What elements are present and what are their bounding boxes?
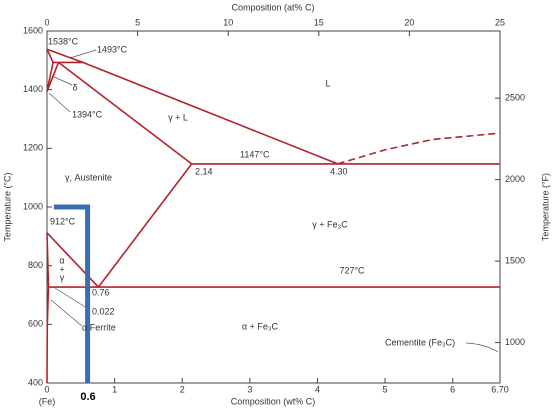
annotation: Cementite (Fe₃C) [385, 337, 455, 347]
leader [465, 342, 499, 353]
y2-tick-label: 1500 [505, 255, 525, 265]
annotation: α Ferrite [82, 322, 116, 332]
phase-line [337, 132, 501, 165]
phase-line [97, 163, 193, 288]
annotation: γ + Fe₃C [312, 219, 348, 229]
annotation: γ [60, 272, 65, 282]
phase-line [46, 48, 338, 165]
leaders [48, 49, 499, 353]
x-axis-title: Composition (wt% C) [231, 396, 316, 406]
x2-tick-label: 15 [314, 17, 324, 27]
phase-line [53, 204, 91, 383]
x2-axis-title: Composition (at% C) [231, 2, 314, 12]
x-tick-label: 6.70 [491, 384, 509, 394]
leader [48, 92, 71, 113]
annotation: α + Fe₃C [242, 321, 279, 331]
annotation: L [325, 78, 330, 88]
leader [54, 287, 91, 311]
annotation: δ [72, 82, 77, 92]
leader [50, 299, 83, 327]
annotation: 0.76 [92, 287, 110, 297]
x-tick-label: 2 [180, 384, 185, 394]
annotation: γ, Austenite [65, 172, 112, 182]
annotation: γ + L [168, 112, 188, 122]
annotation: 912°C [50, 216, 76, 226]
annotation: 0.022 [92, 306, 115, 316]
y-tick-label: 800 [28, 260, 43, 270]
annotation: 0.6 [80, 391, 95, 403]
y-tick-label: 1000 [23, 201, 43, 211]
annotation: 1538°C [48, 36, 79, 46]
leader [51, 75, 73, 86]
y-tick-label: 600 [28, 319, 43, 329]
phase-line [46, 232, 50, 384]
annotation: + [59, 264, 64, 274]
annotation: (Fe) [39, 396, 56, 406]
y-tick-label: 1400 [23, 84, 43, 94]
x2-tick-label: 5 [135, 17, 140, 27]
x2-tick-label: 20 [404, 17, 414, 27]
annotation: 2.14 [195, 166, 213, 176]
annotation: 727°C [339, 265, 365, 275]
x-tick-label: 3 [247, 384, 252, 394]
leader [69, 49, 97, 59]
y2-axis-title: Temperature (°F) [540, 173, 550, 241]
annotation: 1493°C [97, 44, 128, 54]
x2-tick-label: 25 [495, 17, 505, 27]
x-tick-label: 4 [315, 384, 320, 394]
x-tick-label: 0 [44, 384, 49, 394]
annotation: 1147°C [240, 149, 270, 159]
y-tick-label: 1200 [23, 143, 43, 153]
x-tick-label: 6 [450, 384, 455, 394]
annotation: 1394°C [72, 109, 103, 119]
y2-tick-label: 1000 [505, 337, 525, 347]
y2-tick-label: 2500 [505, 93, 525, 103]
phase-line [58, 61, 193, 165]
x2-tick-label: 10 [223, 17, 233, 27]
annotation: 4.30 [330, 166, 348, 176]
x2-tick-label: 0 [44, 17, 49, 27]
y-tick-label: 400 [28, 377, 43, 387]
y-axis-title: Temperature (°C) [2, 172, 12, 241]
x-tick-label: 1 [112, 384, 117, 394]
y2-tick-label: 2000 [505, 174, 525, 184]
phase-line [46, 232, 99, 288]
x-tick-label: 5 [383, 384, 388, 394]
y-tick-label: 1600 [23, 25, 43, 35]
annotation: α [59, 255, 64, 265]
phase-line [46, 48, 60, 92]
